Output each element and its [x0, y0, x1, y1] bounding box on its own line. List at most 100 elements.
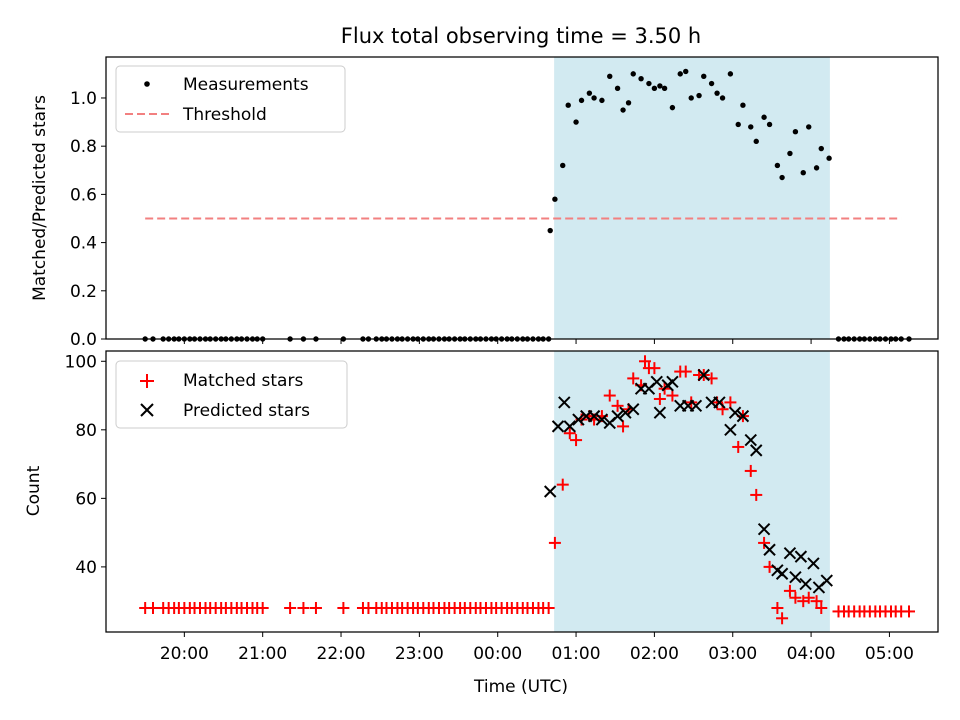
measurement-point	[560, 162, 566, 169]
top-axis-ticks: 0.0 0.2 0.4 0.6 0.8 1.0	[70, 89, 890, 350]
measurement-point	[683, 68, 689, 75]
matched-star-point	[548, 536, 561, 549]
predicted-star-point	[697, 368, 710, 382]
x-tick-label: 02:00	[630, 644, 679, 664]
measurement-point	[677, 71, 683, 77]
x-b	[807, 557, 820, 570]
x-b	[611, 409, 624, 423]
top-legend-box	[115, 65, 346, 133]
x-b	[799, 577, 812, 591]
x-b	[724, 423, 737, 437]
predicted-star-point	[558, 396, 571, 409]
matched-star-point	[617, 420, 630, 433]
x-b	[713, 396, 726, 409]
x-tick-label: 21:00	[238, 644, 287, 664]
matched-star-point	[653, 392, 666, 405]
matched-star-point	[556, 478, 569, 491]
predicted-star-point	[750, 444, 763, 457]
y-tick-label: 0.6	[70, 185, 97, 205]
predicted-star-point	[689, 399, 703, 413]
x-b	[820, 574, 833, 587]
matched-star-point	[802, 591, 815, 604]
matched-star-point	[337, 602, 350, 615]
measurement-point	[552, 196, 558, 202]
x-b	[789, 570, 802, 584]
x-b	[666, 375, 679, 389]
x-tick-label: 20:00	[160, 644, 209, 664]
x-tick-label: 22:00	[317, 644, 366, 664]
predicted-star-point	[783, 546, 797, 560]
x-tick-label: 01:00	[552, 644, 601, 664]
observing-window-span	[554, 57, 830, 339]
measurement-point	[696, 92, 702, 99]
matched-star-point	[732, 440, 745, 453]
matched-star-point	[776, 612, 789, 625]
observing-window-span	[554, 351, 830, 632]
predicted-star-point	[728, 406, 742, 419]
matched-star-point	[758, 536, 771, 549]
legend-predicted-label: Predicted stars	[183, 401, 310, 421]
predicted-star-point	[543, 485, 557, 498]
predicted-star-point	[666, 375, 679, 389]
measurement-point	[806, 124, 812, 130]
x-b	[697, 368, 710, 382]
matched-star-point	[256, 602, 269, 615]
bottom-y-axis-label: Count	[24, 465, 44, 516]
x-b	[572, 413, 585, 426]
y-tick-label: 80	[75, 421, 97, 441]
measurement-point	[573, 119, 579, 125]
y-tick-label: 0.4	[70, 234, 97, 254]
matched-star-point	[679, 365, 692, 378]
matched-star-point	[563, 427, 576, 440]
y-tick-label: 40	[75, 558, 97, 578]
chart-title: Flux total observing time = 3.50 h	[341, 24, 701, 48]
measurement-point	[669, 104, 676, 111]
matched-star-point	[603, 389, 616, 402]
x-b	[563, 420, 576, 433]
measurement-point	[661, 85, 668, 92]
x-b	[627, 403, 640, 416]
legend-matched-label: Matched stars	[183, 371, 303, 391]
predicted-star-point	[611, 409, 624, 423]
matched-star-point	[638, 355, 651, 368]
predicted-star-point	[789, 570, 802, 584]
predicted-star-point	[744, 433, 757, 447]
x-b	[653, 406, 667, 419]
x-b	[650, 375, 663, 389]
bottom-axis-ticks: 40 60 80 100 20:00 21:00 22:00 23:00 00:00 01:00 0…	[65, 352, 914, 664]
matched-star-point	[542, 602, 555, 615]
x-tick-label: 03:00	[708, 644, 757, 664]
measurement-point	[813, 165, 820, 171]
measurement-point	[787, 150, 793, 157]
predicted-star-point	[724, 423, 737, 437]
measurement-point	[774, 162, 781, 169]
measurement-point	[761, 114, 767, 120]
x-b	[689, 399, 703, 413]
x-b	[757, 522, 771, 536]
y-tick-label: 60	[75, 489, 97, 509]
x-b	[728, 406, 742, 419]
predicted-star-point	[794, 550, 808, 563]
predicted-star-point	[627, 403, 640, 416]
x-tick-label: 05:00	[865, 644, 914, 664]
top-y-axis-label: Matched/Predicted stars	[30, 95, 50, 301]
measurement-point	[735, 121, 741, 128]
x-b	[619, 406, 632, 419]
x-tick-label: 23:00	[395, 644, 444, 664]
predicted-star-point	[763, 543, 776, 556]
predicted-star-point	[820, 574, 833, 587]
measurement-point	[638, 75, 644, 82]
measurement-point	[565, 102, 571, 108]
measurement-point	[748, 124, 754, 130]
matched-star-point	[611, 399, 624, 412]
matched-star-point	[810, 595, 823, 608]
legend-matched-marker	[140, 374, 154, 388]
predicted-star-point	[807, 557, 820, 570]
x-b	[551, 420, 565, 433]
legend-predicted-marker	[140, 403, 154, 417]
measurement-point	[599, 97, 605, 104]
measurement-point	[766, 121, 773, 128]
x-b	[763, 543, 776, 556]
legend-threshold-label: Threshold	[182, 105, 267, 125]
